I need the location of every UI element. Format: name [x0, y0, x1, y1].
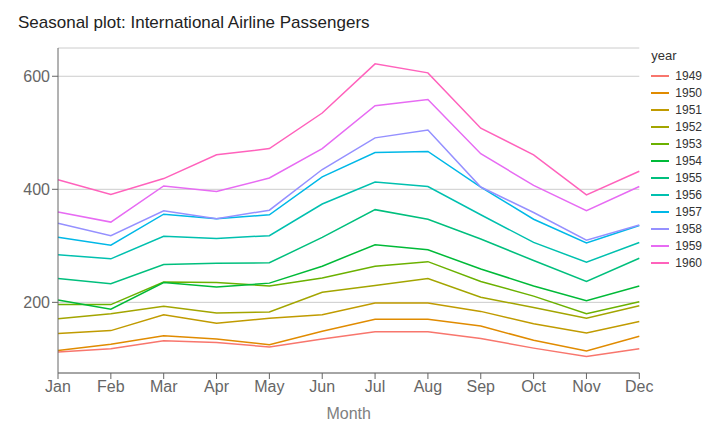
html-text:1957: 1957	[675, 205, 702, 219]
html-text:1959: 1959	[675, 239, 702, 253]
svg-text:Feb: Feb	[97, 378, 125, 395]
svg-text:600: 600	[23, 68, 50, 85]
svg-text:Dec: Dec	[625, 378, 653, 395]
svg-text:400: 400	[23, 181, 50, 198]
html-text:1953: 1953	[675, 137, 702, 151]
html-text:Seasonal plot: International A: Seasonal plot: International Airline Pas…	[18, 13, 370, 32]
svg-text:Jan: Jan	[45, 378, 71, 395]
html-text:1954: 1954	[675, 154, 702, 168]
svg-text:Oct: Oct	[521, 378, 546, 395]
svg-text:Sep: Sep	[467, 378, 496, 395]
svg-text:May: May	[254, 378, 284, 395]
svg-text:Apr: Apr	[204, 378, 230, 395]
svg-text:Month: Month	[326, 405, 370, 422]
html-text:1960: 1960	[675, 256, 702, 270]
html-text:1952: 1952	[675, 120, 702, 134]
html-text:1951: 1951	[675, 103, 702, 117]
svg-text:Nov: Nov	[572, 378, 600, 395]
html-text:1949: 1949	[675, 69, 702, 83]
html-text:1956: 1956	[675, 188, 702, 202]
svg-text:Aug: Aug	[414, 378, 442, 395]
html-text:1955: 1955	[675, 171, 702, 185]
html-text:year: year	[651, 48, 677, 63]
html-text:1950: 1950	[675, 86, 702, 100]
svg-text:Jun: Jun	[309, 378, 335, 395]
svg-text:Mar: Mar	[150, 378, 178, 395]
svg-text:Jul: Jul	[365, 378, 385, 395]
html-text:1958: 1958	[675, 222, 702, 236]
svg-text:200: 200	[23, 294, 50, 311]
